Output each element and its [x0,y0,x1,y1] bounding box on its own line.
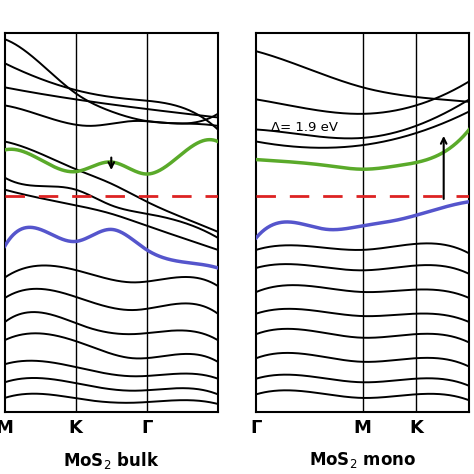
Text: Δ= 1.9 eV: Δ= 1.9 eV [271,121,338,135]
Text: MoS$_2$ bulk: MoS$_2$ bulk [63,450,160,471]
Text: MoS$_2$ mono: MoS$_2$ mono [309,450,416,470]
